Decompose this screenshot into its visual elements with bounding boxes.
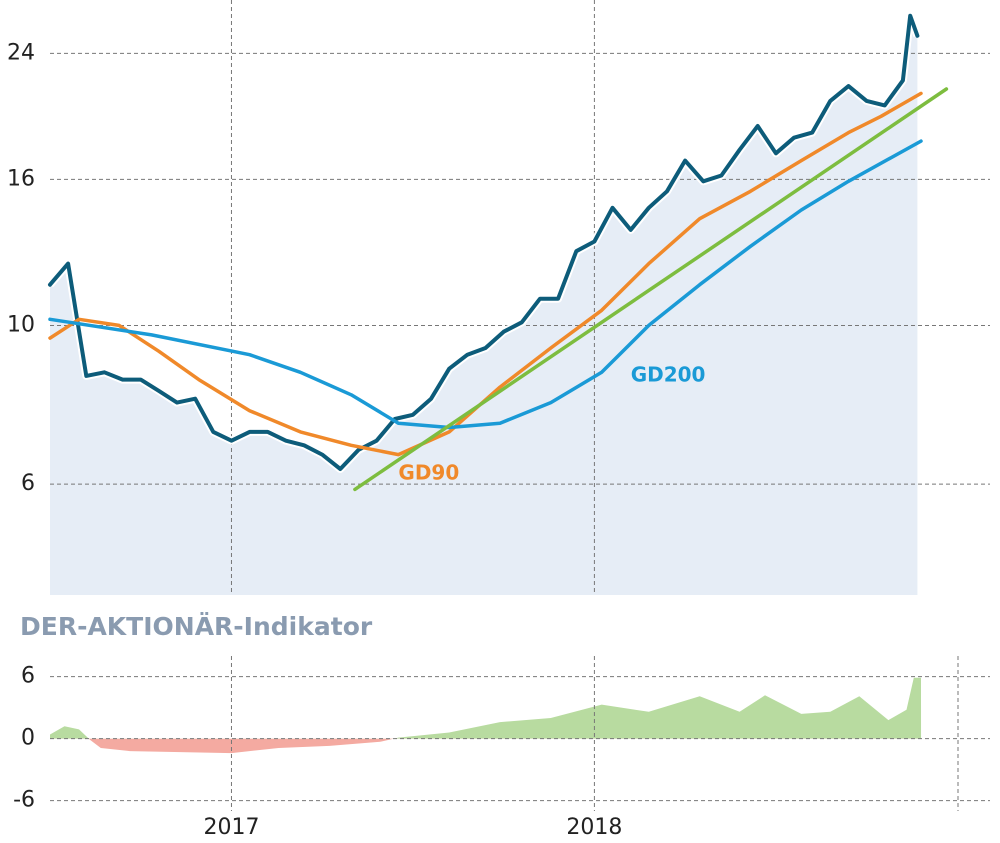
- annotation: GD200: [631, 362, 706, 386]
- line: [353, 87, 949, 492]
- y-tick-label: 10: [7, 312, 35, 337]
- x-tick-label: 2018: [566, 815, 622, 840]
- indicator-negative: [50, 738, 922, 754]
- backgrounds: [50, 15, 918, 595]
- y-tick-label: 24: [7, 40, 35, 65]
- line: [48, 139, 923, 430]
- y-tick-label: 0: [21, 726, 35, 751]
- annotation: GD90: [398, 460, 459, 484]
- indicator-title: DER-AKTIONÄR-Indikator: [20, 611, 373, 641]
- line: [48, 13, 920, 471]
- x-tick-label: 2017: [203, 815, 259, 840]
- y-tick-label: -6: [13, 788, 35, 813]
- indicator-positive: [50, 677, 922, 739]
- y-tick-label: 16: [7, 166, 35, 191]
- price-area: [50, 15, 918, 595]
- y-tick-label: 6: [21, 664, 35, 689]
- y-tick-label: 6: [21, 471, 35, 496]
